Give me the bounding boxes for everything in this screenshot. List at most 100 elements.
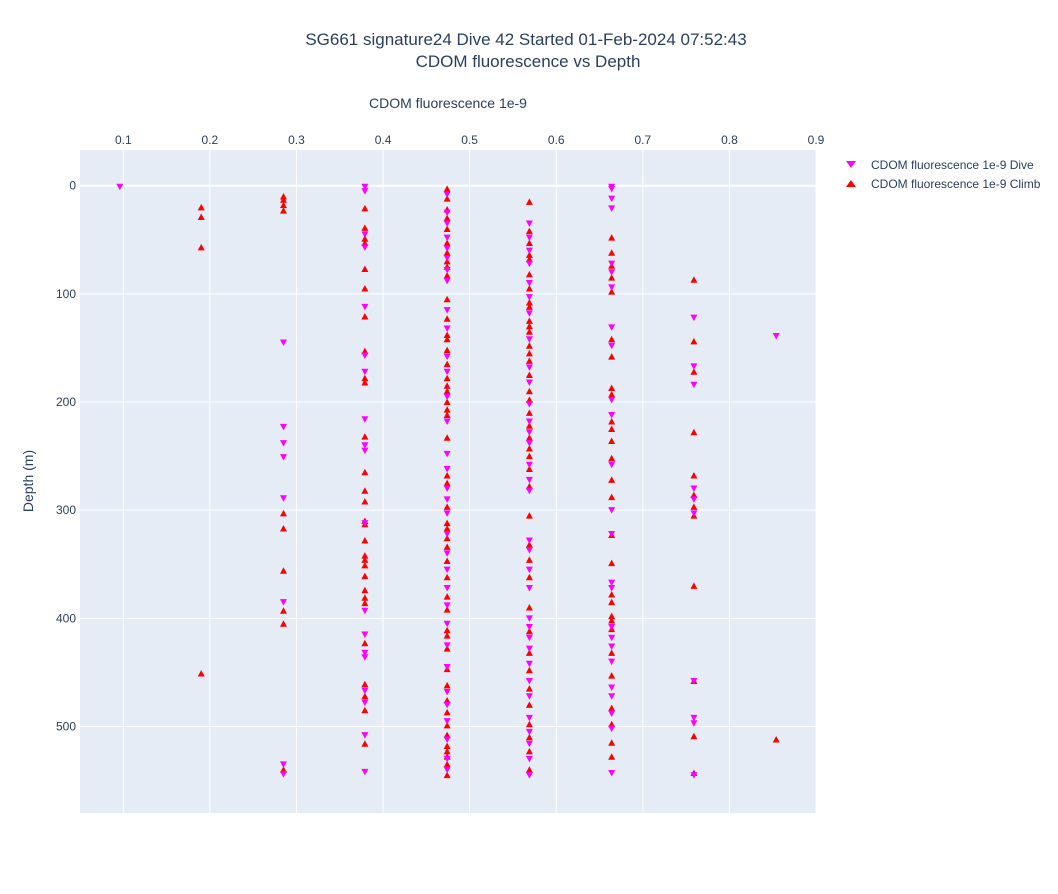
climb-point[interactable]	[690, 732, 698, 740]
climb-point[interactable]	[525, 701, 533, 708]
climb-point[interactable]	[443, 374, 451, 382]
climb-point[interactable]	[197, 669, 205, 677]
climb-point[interactable]	[443, 593, 451, 600]
climb-point[interactable]	[361, 552, 369, 559]
dive-point[interactable]	[443, 602, 451, 609]
dive-point[interactable]	[443, 220, 451, 228]
dive-point[interactable]	[443, 245, 451, 252]
climb-point[interactable]	[443, 479, 451, 487]
climb-point[interactable]	[361, 487, 369, 494]
climb-point[interactable]	[279, 525, 287, 532]
climb-point[interactable]	[361, 536, 369, 544]
dive-point[interactable]	[608, 769, 616, 777]
dive-point[interactable]	[525, 585, 533, 592]
dive-point[interactable]	[525, 294, 533, 301]
climb-point[interactable]	[608, 598, 616, 606]
climb-point[interactable]	[443, 747, 451, 755]
climb-point[interactable]	[525, 452, 533, 460]
climb-point[interactable]	[608, 476, 616, 483]
climb-point[interactable]	[197, 203, 205, 211]
dive-point[interactable]	[525, 247, 533, 255]
climb-point[interactable]	[443, 249, 451, 256]
dive-point[interactable]	[690, 381, 698, 389]
climb-point[interactable]	[525, 422, 533, 429]
dive-point[interactable]	[361, 183, 369, 191]
climb-point[interactable]	[525, 303, 533, 310]
climb-point[interactable]	[608, 649, 616, 656]
climb-point[interactable]	[443, 398, 451, 406]
dive-point[interactable]	[525, 678, 533, 685]
climb-point[interactable]	[443, 626, 451, 634]
climb-point[interactable]	[443, 525, 451, 532]
dive-point[interactable]	[525, 310, 533, 317]
climb-point[interactable]	[525, 371, 533, 378]
dive-point[interactable]	[608, 658, 616, 666]
dive-point[interactable]	[361, 649, 369, 657]
dive-point[interactable]	[361, 654, 369, 661]
climb-point[interactable]	[443, 315, 451, 322]
climb-point[interactable]	[690, 428, 698, 436]
climb-point[interactable]	[608, 274, 616, 281]
dive-point[interactable]	[361, 631, 369, 639]
dive-point[interactable]	[608, 284, 616, 291]
climb-point[interactable]	[443, 760, 451, 768]
dive-point[interactable]	[443, 718, 451, 725]
dive-point[interactable]	[690, 485, 698, 493]
climb-point[interactable]	[443, 573, 451, 581]
climb-point[interactable]	[690, 503, 698, 510]
climb-point[interactable]	[443, 742, 451, 749]
climb-point[interactable]	[525, 512, 533, 519]
dive-point[interactable]	[525, 693, 533, 700]
climb-point[interactable]	[525, 685, 533, 692]
climb-point[interactable]	[361, 374, 369, 382]
climb-point[interactable]	[525, 299, 533, 306]
dive-point[interactable]	[525, 260, 533, 268]
climb-point[interactable]	[361, 556, 369, 563]
climb-point[interactable]	[443, 406, 451, 413]
dive-point[interactable]	[608, 205, 616, 212]
dive-point[interactable]	[443, 701, 451, 709]
climb-point[interactable]	[361, 594, 369, 601]
dive-point[interactable]	[608, 684, 616, 692]
dive-point[interactable]	[690, 714, 698, 722]
climb-point[interactable]	[525, 465, 533, 473]
climb-point[interactable]	[608, 234, 616, 241]
dive-point[interactable]	[525, 364, 533, 371]
climb-point[interactable]	[443, 534, 451, 542]
climb-point[interactable]	[443, 331, 451, 338]
climb-point[interactable]	[443, 225, 451, 232]
dive-point[interactable]	[525, 615, 533, 622]
climb-point[interactable]	[525, 666, 533, 674]
climb-point[interactable]	[443, 360, 451, 368]
climb-point[interactable]	[197, 213, 205, 221]
climb-point[interactable]	[443, 185, 451, 192]
climb-point[interactable]	[361, 740, 369, 747]
climb-point[interactable]	[608, 390, 616, 398]
climb-point[interactable]	[443, 295, 451, 303]
dive-point[interactable]	[361, 416, 369, 423]
dive-point[interactable]	[608, 324, 616, 331]
climb-point[interactable]	[608, 753, 616, 760]
climb-point[interactable]	[279, 567, 287, 574]
climb-point[interactable]	[525, 328, 533, 335]
climb-point[interactable]	[361, 498, 369, 505]
dive-point[interactable]	[443, 766, 451, 774]
climb-point[interactable]	[525, 541, 533, 548]
climb-point[interactable]	[443, 382, 451, 389]
climb-point[interactable]	[525, 445, 533, 452]
climb-point[interactable]	[525, 556, 533, 563]
dive-point[interactable]	[443, 209, 451, 217]
dive-point[interactable]	[525, 379, 533, 387]
dive-point[interactable]	[361, 687, 369, 695]
climb-point[interactable]	[361, 692, 369, 700]
dive-point[interactable]	[525, 429, 533, 436]
dive-point[interactable]	[443, 642, 451, 649]
climb-point[interactable]	[279, 196, 287, 203]
climb-point[interactable]	[608, 288, 616, 295]
climb-point[interactable]	[525, 733, 533, 741]
dive-point[interactable]	[608, 461, 616, 469]
dive-point[interactable]	[690, 314, 698, 322]
climb-point[interactable]	[525, 349, 533, 357]
dive-point[interactable]	[608, 185, 616, 193]
dive-point[interactable]	[525, 728, 533, 736]
